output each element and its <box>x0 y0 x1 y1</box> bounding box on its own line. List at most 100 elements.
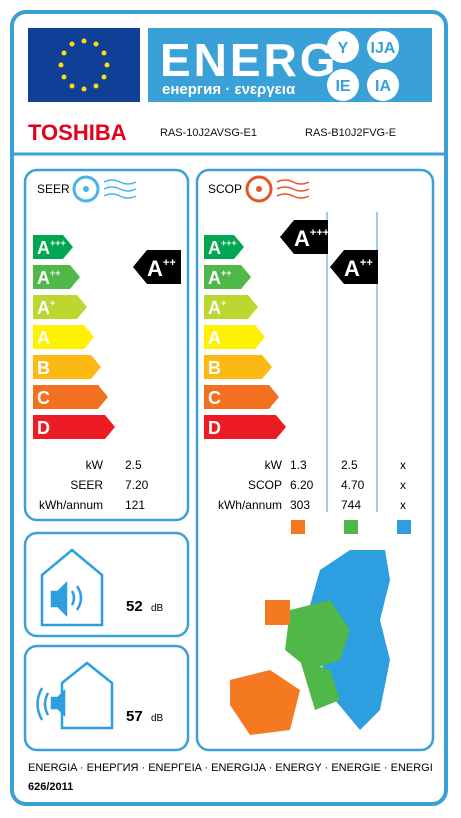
class-plus: ++ <box>360 257 373 269</box>
rating-arrow <box>330 250 378 284</box>
class-label: A <box>37 328 50 348</box>
class-plus: ++ <box>221 268 232 278</box>
row-label: SEER <box>70 478 103 492</box>
class-label: D <box>37 418 50 438</box>
class-plus: + <box>221 298 226 308</box>
row-label: kWh/annum <box>218 498 282 512</box>
noise-unit: dB <box>151 603 164 614</box>
class-plus: ++ <box>50 268 61 278</box>
class-letter: A <box>208 268 221 288</box>
class-label: A+++ <box>294 226 329 251</box>
class-arrow <box>204 325 265 349</box>
class-plus: +++ <box>221 238 237 248</box>
class-arrow <box>204 235 244 259</box>
rating-arrow <box>133 250 181 284</box>
row-value: 303 <box>290 498 310 512</box>
row-value: 1.3 <box>290 458 307 472</box>
class-label: A++ <box>37 268 61 288</box>
row-label: kWh/annum <box>39 498 103 512</box>
class-label: D <box>208 418 221 438</box>
class-label: A++ <box>344 256 373 281</box>
class-letter: B <box>208 358 221 378</box>
cooling-fan-icon <box>72 175 137 203</box>
noise-value: 52 <box>126 598 143 615</box>
suffix: Y <box>338 40 349 57</box>
model: RAS-10J2AVSG-E1 <box>160 127 257 139</box>
row-label: kW <box>265 458 283 472</box>
heating-panel <box>195 168 435 752</box>
noise-panel <box>23 644 190 752</box>
class-arrow <box>33 355 101 379</box>
class-letter: A <box>344 256 360 281</box>
row-label: SCOP <box>248 478 282 492</box>
class-arrow <box>204 355 272 379</box>
suffix: IJA <box>371 40 396 57</box>
class-label: A <box>208 328 221 348</box>
class-letter: A <box>294 226 310 251</box>
class-letter: A <box>37 298 50 318</box>
class-plus: ++ <box>163 257 176 269</box>
rating-arrow <box>280 220 328 254</box>
row-value: x <box>400 458 406 472</box>
class-arrow <box>33 385 108 409</box>
model: RAS-B10J2FVG-E <box>305 127 396 139</box>
class-plus: +++ <box>310 227 329 239</box>
class-label: B <box>37 358 50 378</box>
row-value: 2.5 <box>341 458 358 472</box>
class-label: A+++ <box>37 238 66 258</box>
class-arrow <box>33 295 87 319</box>
class-letter: C <box>37 388 50 408</box>
noise-icon-indoor <box>40 548 104 627</box>
class-label: A+ <box>37 298 55 318</box>
class-letter: A <box>37 328 50 348</box>
class-plus: + <box>50 298 55 308</box>
outer-border <box>10 10 448 806</box>
class-label: A++ <box>208 268 232 288</box>
class-letter: C <box>208 388 221 408</box>
class-label: C <box>208 388 221 408</box>
row-value: x <box>400 498 406 512</box>
noise-panel <box>23 531 190 638</box>
suffix: IA <box>375 78 391 95</box>
cooling-label: SEER <box>37 182 70 196</box>
class-letter: A <box>147 256 163 281</box>
class-label: C <box>37 388 50 408</box>
class-letter: A <box>37 268 50 288</box>
class-letter: A <box>37 238 50 258</box>
class-letter: D <box>208 418 221 438</box>
class-label: A++ <box>147 256 176 281</box>
energy-subword: енергия · ενεργεια <box>162 81 296 98</box>
class-arrow <box>204 415 286 439</box>
row-label: kW <box>86 458 104 472</box>
row-value: 744 <box>341 498 361 512</box>
class-arrow <box>33 235 73 259</box>
row-value: x <box>400 478 406 492</box>
class-arrow <box>204 295 258 319</box>
class-arrow <box>33 415 115 439</box>
class-arrow <box>204 265 251 289</box>
row-value: 4.70 <box>341 478 365 492</box>
row-value: 7.20 <box>125 478 149 492</box>
energy-word: ENERG <box>160 34 339 86</box>
row-value: 2.5 <box>125 458 142 472</box>
eu-stars <box>58 38 110 92</box>
suffix: IE <box>335 78 350 95</box>
class-plus: +++ <box>50 238 66 248</box>
heating-label: SCOP <box>208 182 242 196</box>
class-label: A+++ <box>208 238 237 258</box>
class-letter: A <box>208 298 221 318</box>
brand: TOSHIBA <box>28 120 127 145</box>
noise-value: 57 <box>126 708 143 725</box>
europe-map <box>230 550 390 735</box>
class-arrow <box>33 325 94 349</box>
row-value: 6.20 <box>290 478 314 492</box>
class-label: A+ <box>208 298 226 318</box>
class-letter: A <box>208 238 221 258</box>
row-value: 121 <box>125 498 145 512</box>
footer-languages: ENERGIA · ЕНЕРГИЯ · ΕΝΕΡΓΕΙΑ · ENERGIJA … <box>28 762 433 774</box>
class-letter: D <box>37 418 50 438</box>
noise-unit: dB <box>151 713 164 724</box>
class-arrow <box>33 265 80 289</box>
noise-icon-outdoor <box>36 661 114 730</box>
